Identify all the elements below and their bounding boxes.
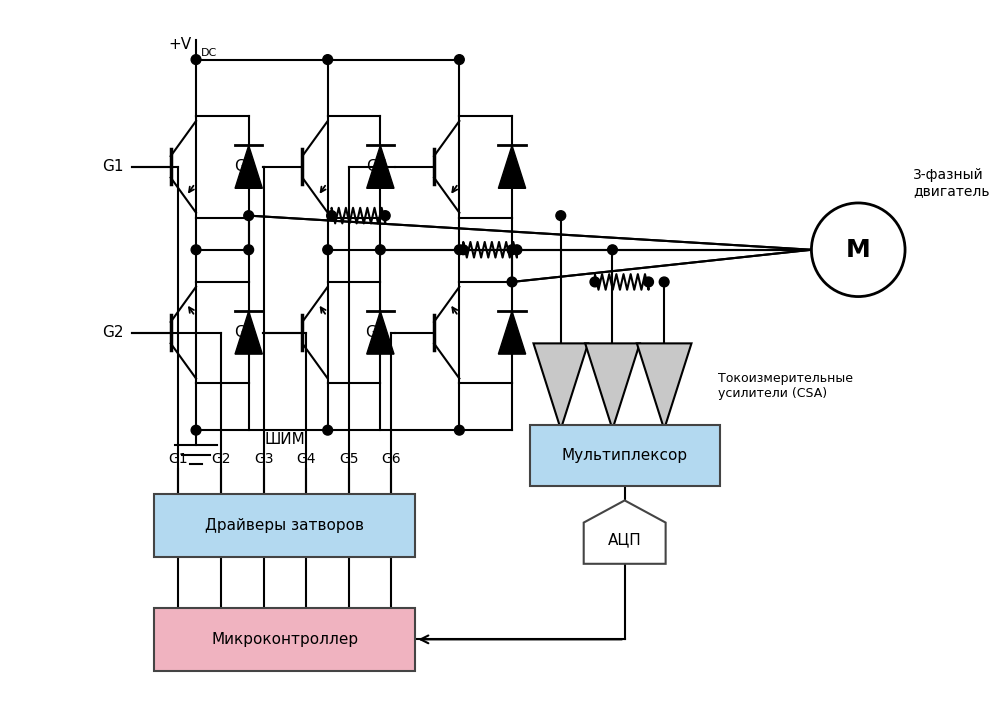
Polygon shape [585,343,640,429]
Text: G3: G3 [254,452,273,466]
Circle shape [512,245,522,255]
Circle shape [191,54,201,65]
Circle shape [244,245,254,255]
Polygon shape [533,343,588,429]
Text: G1: G1 [169,452,188,466]
Circle shape [811,203,905,297]
Polygon shape [235,311,262,354]
Polygon shape [498,311,526,354]
Polygon shape [584,500,666,564]
Circle shape [507,245,517,255]
Text: АЦП: АЦП [608,532,642,547]
Text: Мультиплексор: Мультиплексор [562,448,688,463]
Circle shape [380,211,390,221]
Text: G1: G1 [102,159,124,174]
Circle shape [458,245,468,255]
Text: Микроконтроллер: Микроконтроллер [211,632,358,647]
Text: G2: G2 [102,325,124,340]
Polygon shape [235,146,262,189]
Circle shape [644,277,653,287]
Text: G4: G4 [296,452,316,466]
Bar [154,493,415,557]
Text: G5: G5 [366,159,387,174]
Text: G2: G2 [211,452,231,466]
Circle shape [556,211,566,221]
Polygon shape [637,343,691,429]
Text: +V: +V [168,37,191,52]
Circle shape [590,277,600,287]
Circle shape [507,277,517,287]
Polygon shape [367,311,394,354]
Text: G6: G6 [366,325,387,340]
Circle shape [191,245,201,255]
Text: 3-фазный
двигатель: 3-фазный двигатель [913,168,989,198]
Circle shape [375,245,385,255]
Circle shape [454,245,464,255]
Circle shape [244,211,254,221]
Circle shape [191,425,201,435]
Circle shape [608,245,617,255]
Bar [530,425,720,486]
Polygon shape [367,146,394,189]
Text: G3: G3 [234,159,256,174]
Bar [154,608,415,671]
Circle shape [323,245,333,255]
Text: G4: G4 [234,325,256,340]
Circle shape [659,277,669,287]
Text: Токоизмерительные
усилители (CSA): Токоизмерительные усилители (CSA) [718,372,853,400]
Circle shape [454,54,464,65]
Circle shape [323,54,333,65]
Text: ШИМ: ШИМ [264,432,305,447]
Text: DC: DC [201,47,217,57]
Circle shape [323,425,333,435]
Text: М: М [846,238,871,262]
Circle shape [454,425,464,435]
Polygon shape [498,146,526,189]
Text: G5: G5 [339,452,358,466]
Text: Драйверы затворов: Драйверы затворов [205,518,364,533]
Circle shape [327,211,336,221]
Text: G6: G6 [381,452,401,466]
